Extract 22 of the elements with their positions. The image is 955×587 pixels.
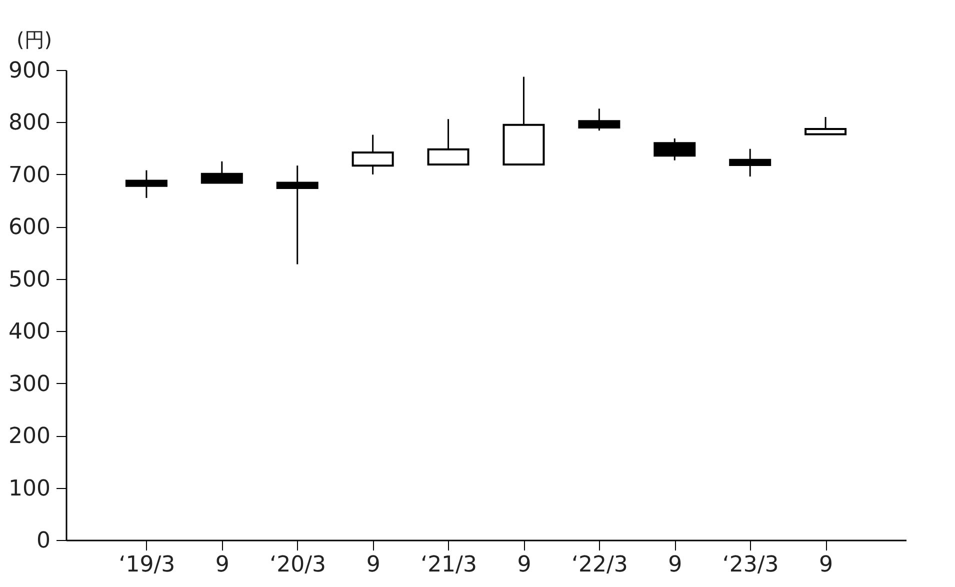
- y-tick-label: 400: [8, 320, 50, 345]
- x-tick-label: ‘22/3: [571, 552, 628, 578]
- x-tick-label: ‘23/3: [722, 552, 779, 578]
- x-tick-label: 9: [517, 552, 532, 578]
- y-tick-label: 900: [8, 58, 50, 84]
- x-tick-label: 9: [668, 552, 682, 578]
- x-tick-label: 9: [366, 552, 380, 578]
- y-tick-label: 0: [36, 528, 50, 554]
- y-tick-label: 300: [8, 372, 50, 397]
- x-tick-label: ‘19/3: [118, 552, 176, 578]
- y-tick-label: 200: [8, 424, 50, 450]
- y-tick-label: 800: [8, 110, 50, 136]
- x-tick-label: 9: [819, 552, 834, 578]
- y-tick-label: 500: [8, 267, 50, 292]
- x-tick-label: ‘20/3: [270, 552, 326, 578]
- y-tick-label: 600: [8, 215, 50, 240]
- x-tick-label: ‘21/3: [420, 552, 477, 578]
- x-tick-label: 9: [215, 552, 230, 578]
- candlestick: [276, 164, 318, 266]
- y-axis-title: (円): [16, 28, 52, 52]
- y-tick-label: 700: [8, 162, 50, 188]
- y-tick-label: 100: [8, 476, 50, 502]
